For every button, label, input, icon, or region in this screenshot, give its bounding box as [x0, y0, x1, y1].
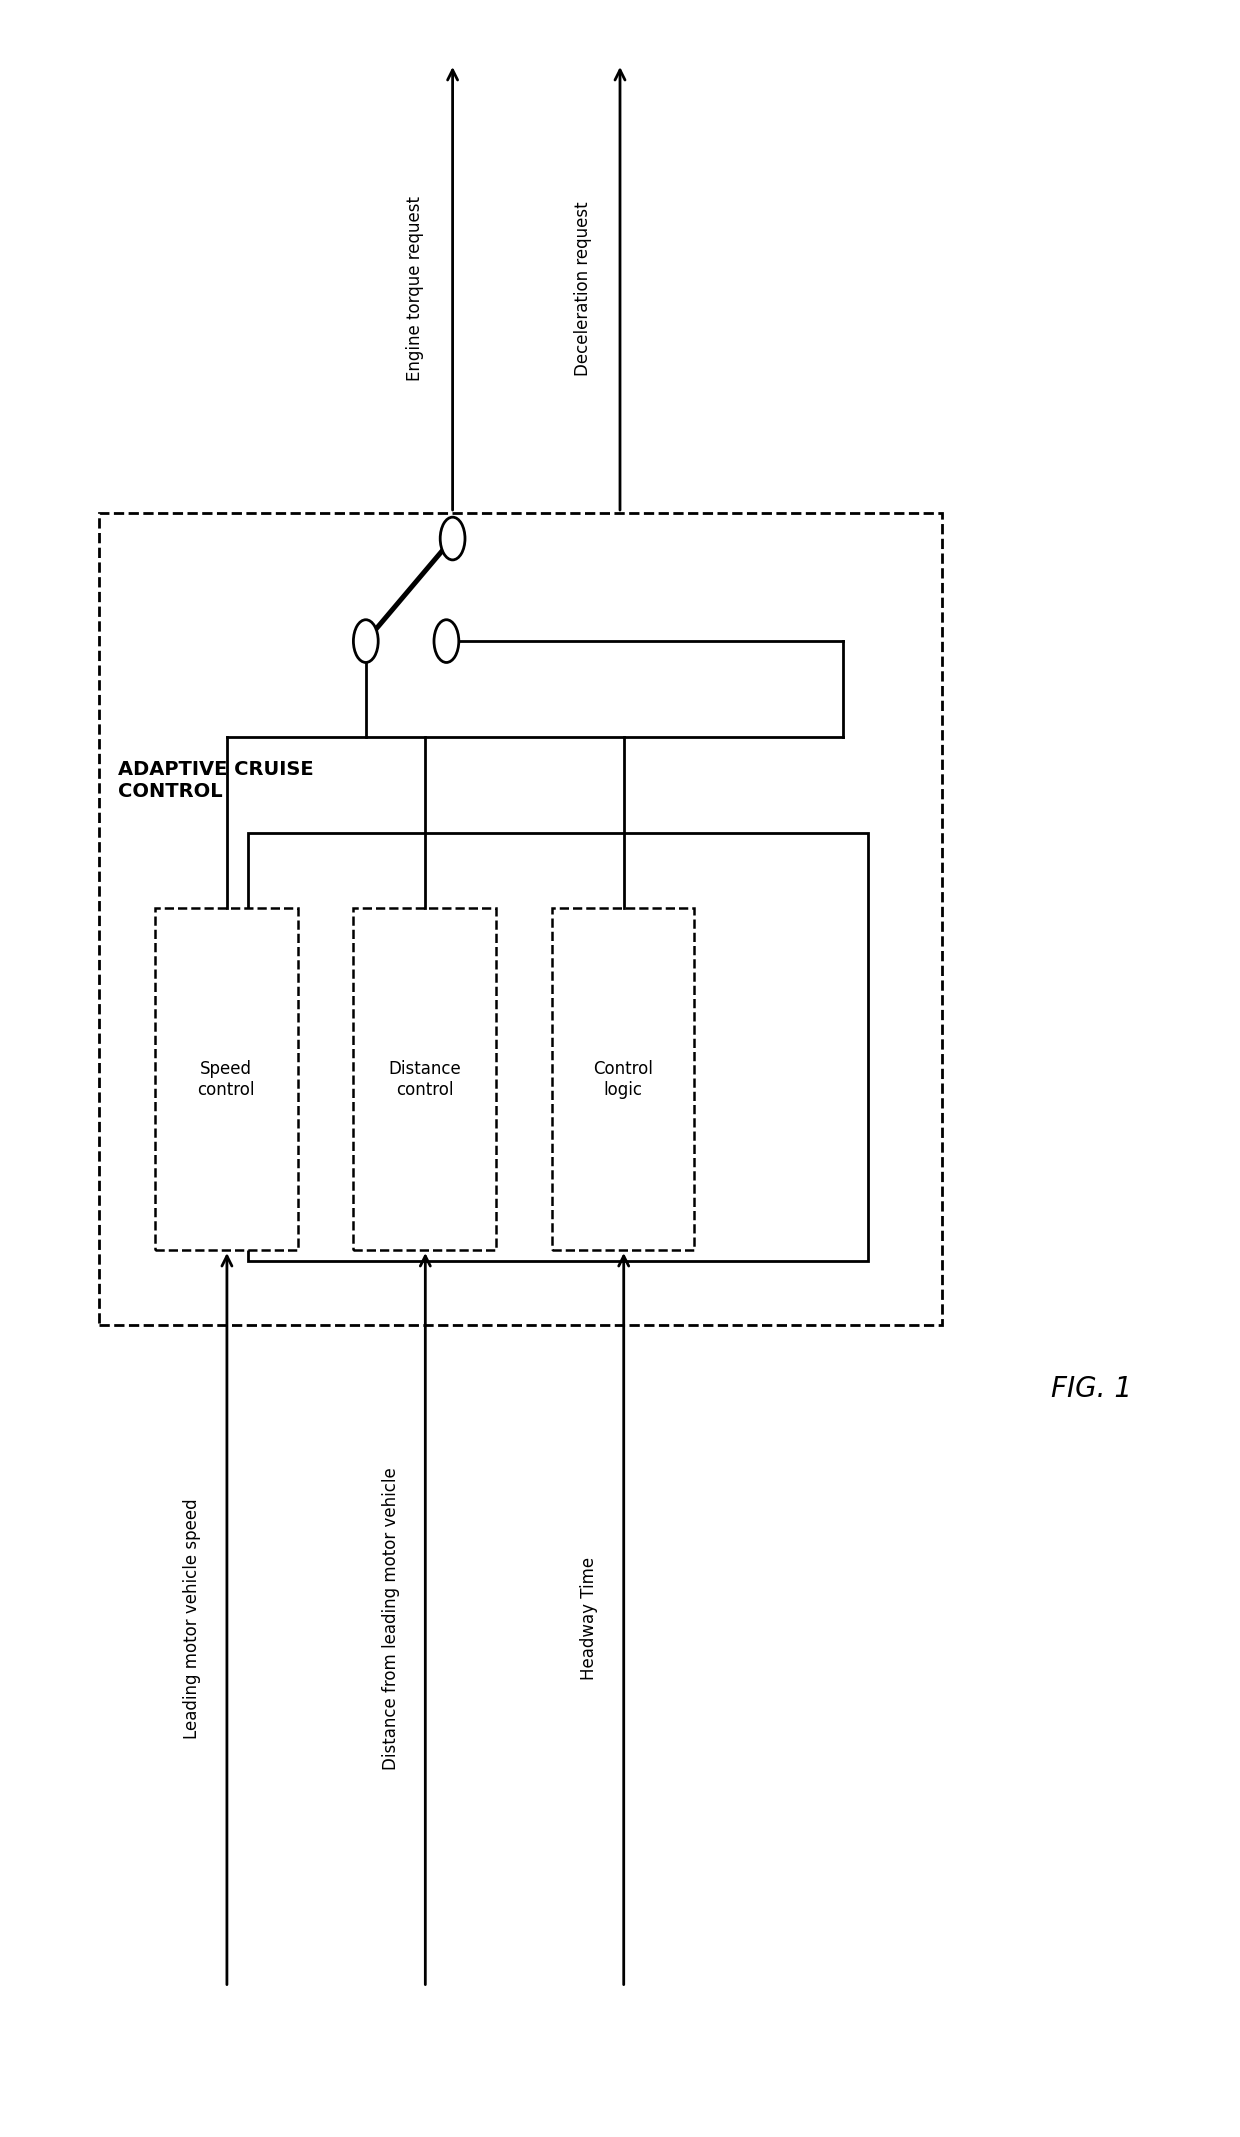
Text: Distance from leading motor vehicle: Distance from leading motor vehicle [382, 1468, 399, 1769]
Circle shape [440, 517, 465, 560]
Text: Control
logic: Control logic [593, 1060, 653, 1098]
Text: Speed
control: Speed control [197, 1060, 255, 1098]
Text: FIG. 1: FIG. 1 [1050, 1374, 1132, 1404]
Bar [99, 513, 942, 1325]
Bar [248, 833, 868, 1261]
Circle shape [353, 620, 378, 662]
Circle shape [434, 620, 459, 662]
Bar [353, 908, 496, 1250]
Bar [155, 908, 298, 1250]
Bar [552, 908, 694, 1250]
Text: Engine torque request: Engine torque request [407, 197, 424, 380]
Text: Deceleration request: Deceleration request [574, 201, 591, 376]
Text: Leading motor vehicle speed: Leading motor vehicle speed [184, 1498, 201, 1740]
Text: ADAPTIVE CRUISE
CONTROL: ADAPTIVE CRUISE CONTROL [118, 759, 314, 801]
Text: Distance
control: Distance control [388, 1060, 461, 1098]
Text: Headway Time: Headway Time [580, 1558, 598, 1680]
